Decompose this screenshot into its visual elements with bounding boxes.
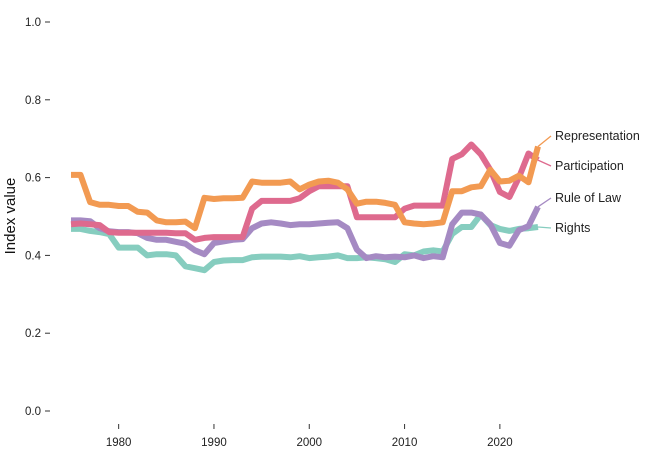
y-tick-label: 0.6 bbox=[25, 173, 41, 185]
y-axis: 0.0 0.2 0.4 0.6 0.8 1.0 bbox=[25, 17, 50, 418]
leader-line-participation bbox=[537, 159, 552, 167]
x-tick-label: 1980 bbox=[106, 437, 132, 449]
y-tick-label: 0.0 bbox=[25, 406, 41, 418]
series-line-rights bbox=[71, 211, 539, 274]
series-label-representation: Representation bbox=[555, 129, 640, 143]
x-tick-label: 2010 bbox=[392, 437, 418, 449]
y-tick-label: 0.4 bbox=[25, 250, 42, 262]
y-axis-title: Index value bbox=[2, 178, 19, 255]
series-layer bbox=[70, 141, 541, 274]
series-labels: Representation Participation Rule of Law Ri… bbox=[537, 129, 640, 235]
leader-line-rule-of-law bbox=[537, 197, 552, 208]
x-tick-label: 2000 bbox=[296, 437, 322, 449]
y-tick-label: 1.0 bbox=[25, 17, 41, 29]
leader-line-rights bbox=[537, 226, 552, 229]
leader-line-representation bbox=[537, 135, 552, 148]
y-tick-label: 0.8 bbox=[25, 95, 41, 107]
series-line-rule-of-law bbox=[71, 205, 541, 262]
series-label-participation: Participation bbox=[555, 159, 624, 173]
x-tick-label: 1990 bbox=[201, 437, 227, 449]
series-label-rights: Rights bbox=[555, 221, 590, 235]
y-tick-label: 0.2 bbox=[25, 328, 41, 340]
series-line-participation bbox=[70, 141, 540, 243]
x-tick-label: 2020 bbox=[487, 437, 513, 449]
series-line-representation bbox=[71, 145, 541, 232]
x-axis: 1980 1990 2000 2010 2020 bbox=[106, 424, 513, 449]
series-label-rule-of-law: Rule of Law bbox=[555, 191, 622, 205]
